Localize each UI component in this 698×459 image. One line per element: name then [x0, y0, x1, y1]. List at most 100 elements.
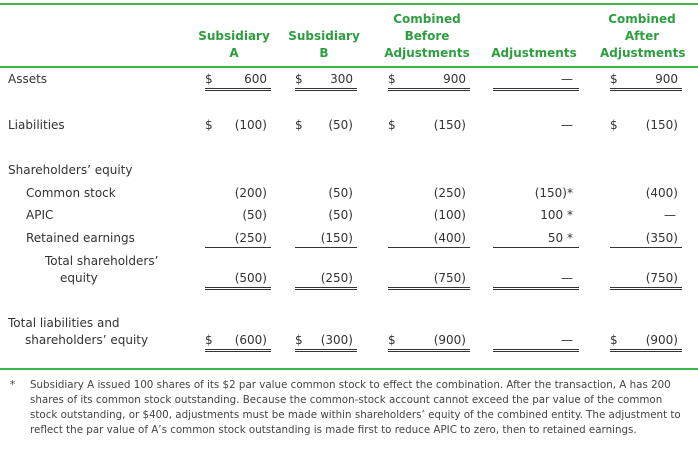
cell: — [493, 117, 579, 134]
cell-value: (600) [234, 333, 267, 347]
cell-value: (500) [234, 271, 267, 285]
cell: (400) [610, 185, 682, 202]
cell-value: 900 [443, 72, 466, 86]
cell: $ (600) [205, 332, 271, 352]
cell-value: 900 [655, 72, 678, 86]
row-label: APIC [26, 208, 54, 222]
cell-value: — [561, 118, 573, 132]
currency-sign: $ [388, 72, 396, 86]
row-label: Total shareholders’ [45, 254, 159, 268]
column-header: B [319, 46, 329, 60]
column-header: After [624, 29, 660, 43]
cell: (400) [388, 230, 470, 248]
cell-value: (150)* [534, 186, 573, 200]
cell: (200) [205, 185, 271, 202]
cell-value: (900) [645, 333, 678, 347]
cell: (350) [610, 230, 682, 248]
footnote-marker: * [10, 379, 16, 391]
cell: (100) [388, 207, 470, 224]
column-header: Subsidiary [198, 29, 270, 43]
cell-value: (100) [234, 118, 267, 132]
currency-sign: $ [388, 118, 396, 132]
cell: (150)* [493, 185, 579, 202]
column-header: Adjustments [600, 46, 686, 60]
cell-value: (100) [433, 208, 466, 222]
cell: $ (100) [205, 117, 271, 134]
cell-value: (350) [645, 231, 678, 245]
currency-sign: $ [610, 72, 618, 86]
cell-value: (400) [433, 231, 466, 245]
cell-value: (250) [433, 186, 466, 200]
cell: $900 [388, 71, 470, 91]
cell-value: (150) [433, 118, 466, 132]
cell: $600 [205, 71, 271, 91]
cell-value: — [561, 271, 573, 285]
cell-value: 600 [244, 72, 267, 86]
cell: 50 * [493, 230, 579, 248]
cell: — [610, 207, 682, 224]
cell-value: — [561, 72, 573, 86]
cell: $900 [610, 71, 682, 91]
cell: (50) [295, 185, 357, 202]
row-label: Common stock [26, 186, 116, 200]
currency-sign: $ [388, 333, 396, 347]
column-header: Adjustments [491, 46, 577, 60]
cell: (50) [295, 207, 357, 224]
currency-sign: $ [205, 333, 213, 347]
cell-value: (250) [320, 271, 353, 285]
footnote-text: Subsidiary A issued 100 shares of its $2… [30, 379, 681, 436]
currency-sign: $ [295, 333, 303, 347]
column-header: Combined [393, 12, 461, 26]
cell: $300 [295, 71, 357, 91]
row-label: Liabilities [8, 118, 65, 132]
cell-value: (50) [328, 118, 353, 132]
cell: $ (50) [295, 117, 357, 134]
cell-value: — [664, 208, 676, 222]
cell-value: 50 * [547, 231, 573, 245]
cell: $ (150) [610, 117, 682, 134]
row-label: Total liabilities and [8, 316, 120, 330]
column-header: A [229, 46, 239, 60]
currency-sign: $ [610, 333, 618, 347]
cell-value: 300 [330, 72, 353, 86]
currency-sign: $ [610, 118, 618, 132]
cell-value: 100 * [540, 208, 573, 222]
top-rule [0, 3, 698, 5]
currency-sign: $ [295, 72, 303, 86]
bottom-rule [0, 368, 698, 370]
cell: $ (900) [388, 332, 470, 352]
cell: — [493, 270, 579, 290]
cell-value: (400) [645, 186, 678, 200]
currency-sign: $ [295, 118, 303, 132]
row-label: shareholders’ equity [25, 333, 149, 347]
currency-sign: $ [205, 118, 213, 132]
cell: (750) [610, 270, 682, 290]
column-header: Adjustments [384, 46, 470, 60]
cell-value: (200) [234, 186, 267, 200]
cell-value: (250) [234, 231, 267, 245]
cell-value: (50) [328, 186, 353, 200]
cell: $ (300) [295, 332, 357, 352]
cell-value: (150) [320, 231, 353, 245]
column-header: Combined [608, 12, 676, 26]
cell: 100 * [493, 207, 579, 224]
currency-sign: $ [205, 72, 213, 86]
cell: (500) [205, 270, 271, 290]
cell: (150) [295, 230, 357, 248]
cell: (750) [388, 270, 470, 290]
cell-value: — [561, 333, 573, 347]
cell-value: (150) [645, 118, 678, 132]
cell-value: (300) [320, 333, 353, 347]
cell-value: (750) [433, 271, 466, 285]
cell: (250) [295, 270, 357, 290]
row-label: Retained earnings [26, 231, 135, 245]
column-header: Before [404, 29, 450, 43]
column-header: Subsidiary [288, 29, 360, 43]
cell: — [493, 71, 579, 91]
cell-value: (50) [328, 208, 353, 222]
cell-value: (750) [645, 271, 678, 285]
cell: $ (900) [610, 332, 682, 352]
cell: $ (150) [388, 117, 470, 134]
row-label: Assets [8, 72, 48, 86]
